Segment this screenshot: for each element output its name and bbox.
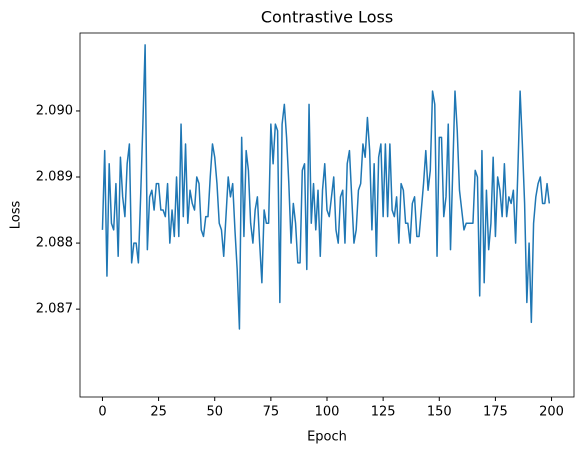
y-tick-label: 2.087 xyxy=(36,302,73,317)
x-tick-label: 0 xyxy=(98,405,106,420)
x-tick-label: 125 xyxy=(371,405,396,420)
line xyxy=(101,44,551,330)
x-tick-label: 200 xyxy=(539,405,564,420)
x-tick-label: 100 xyxy=(315,405,340,420)
x-tick-label: 75 xyxy=(263,405,280,420)
x-tick-label: 25 xyxy=(150,405,167,420)
plot-frame xyxy=(79,32,575,398)
y-tick-label: 2.089 xyxy=(36,170,73,185)
y-axis-label: Loss xyxy=(9,201,24,230)
y-tick-label: 2.090 xyxy=(36,103,73,118)
y-tick-label: 2.088 xyxy=(36,236,73,251)
chart-title: Contrastive Loss xyxy=(261,8,393,27)
x-tick-label: 50 xyxy=(206,405,223,420)
x-tick-label: 175 xyxy=(483,405,508,420)
x-tick-label: 150 xyxy=(427,405,452,420)
x-axis-label: Epoch xyxy=(307,430,347,445)
